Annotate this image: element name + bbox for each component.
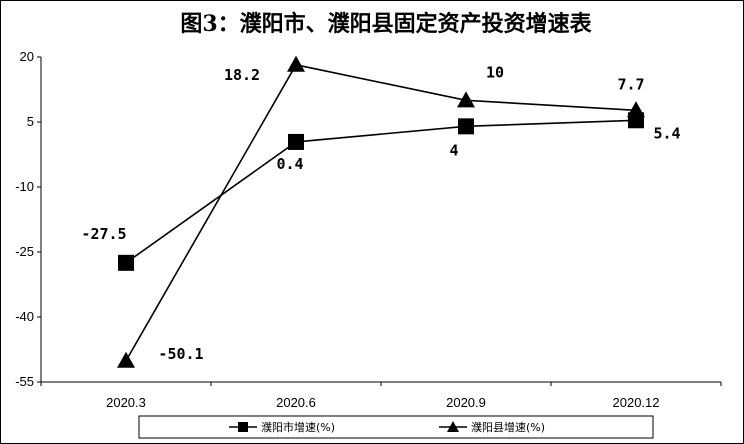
chart-title: 图3：濮阳市、濮阳县固定资产投资增速表 — [180, 11, 592, 37]
y-tick-label: -55 — [15, 374, 34, 389]
x-tick-label: 2020.3 — [106, 395, 146, 410]
legend: 濮阳市增速(%) 濮阳县增速(%) — [138, 415, 654, 439]
y-tick-label: -40 — [15, 309, 34, 324]
data-label: 0.4 — [276, 155, 303, 173]
marker-square — [288, 133, 304, 150]
y-tick-label: 20 — [20, 49, 34, 64]
legend-marker-triangle — [447, 421, 459, 432]
axes: 20 5 -10 -25 -40 -55 2020.3 2020.6 2020.9 2020.12 — [15, 49, 722, 410]
series-line-triangle — [125, 63, 637, 362]
data-label: -50.1 — [158, 345, 203, 363]
legend-marker-square — [238, 422, 248, 432]
y-tick-label: -10 — [15, 179, 34, 194]
y-tick-label: 5 — [27, 114, 34, 129]
data-label: 7.7 — [617, 75, 644, 93]
marker-square — [458, 118, 474, 135]
x-tick-label: 2020.12 — [613, 395, 660, 410]
marker-triangle — [627, 101, 645, 118]
marker-triangle — [287, 55, 305, 72]
data-label: 10 — [486, 63, 504, 81]
marker-triangle — [117, 351, 135, 368]
data-label: 4 — [449, 141, 458, 159]
series-line-square — [125, 119, 637, 264]
x-tick-label: 2020.6 — [276, 395, 316, 410]
data-label: 5.4 — [653, 124, 680, 142]
data-markers — [117, 55, 645, 368]
data-label: -27.5 — [81, 225, 126, 243]
y-tick-label: -25 — [15, 244, 34, 259]
legend-box — [138, 415, 654, 439]
marker-square — [118, 254, 134, 271]
data-label: 18.2 — [224, 66, 260, 84]
x-tick-label: 2020.9 — [446, 395, 486, 410]
legend-label: 濮阳市增速(%) — [261, 420, 335, 434]
data-labels: -27.5 0.4 4 5.4 -50.1 18.2 10 7.7 — [81, 63, 680, 362]
marker-triangle — [457, 91, 475, 108]
legend-label: 濮阳县增速(%) — [471, 420, 545, 434]
series-lines — [125, 63, 637, 362]
